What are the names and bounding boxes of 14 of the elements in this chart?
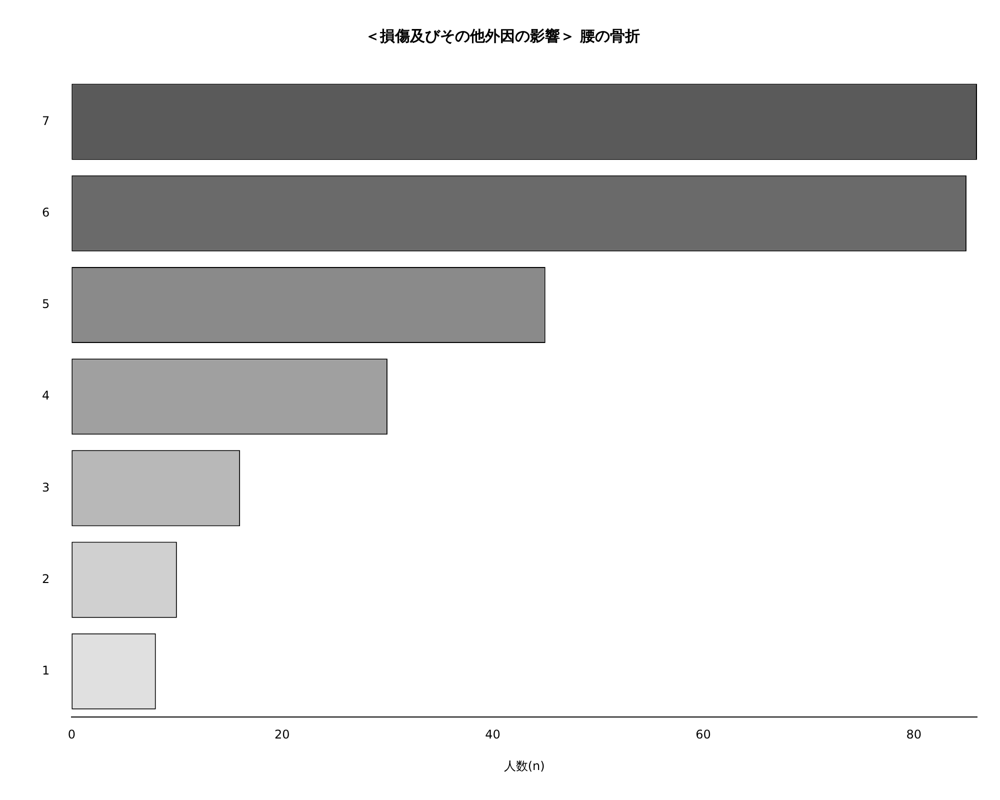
- y-tick-label: 2: [42, 572, 50, 586]
- x-tick-label: 40: [485, 728, 500, 742]
- y-tick-label: 5: [42, 297, 50, 312]
- y-tick-label: 3: [42, 480, 50, 494]
- chart-title: ＜損傷及びその他外因の影響＞ 腰の骨折: [364, 26, 640, 45]
- x-tick-label: 60: [696, 728, 711, 742]
- y-tick-label: 4: [42, 388, 50, 403]
- y-tick-label: 6: [42, 206, 50, 220]
- x-tick-label: 20: [274, 728, 290, 742]
- x-tick-label: 80: [906, 728, 922, 742]
- x-axis-title: 人数(n): [504, 758, 545, 773]
- y-tick-label: 7: [42, 114, 50, 128]
- y-tick-label: 1: [42, 664, 50, 678]
- x-tick-label: 0: [68, 728, 76, 742]
